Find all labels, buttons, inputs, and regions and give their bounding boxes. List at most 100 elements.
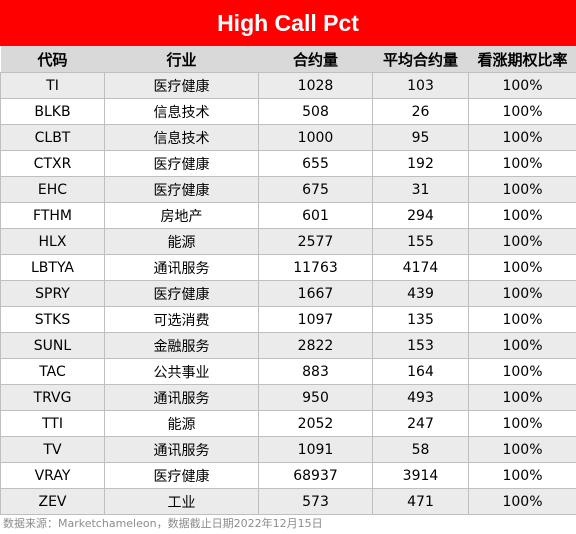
cell-call-ratio: 100% xyxy=(468,98,576,125)
cell-symbol: EHC xyxy=(0,176,105,203)
cell-call-ratio: 100% xyxy=(468,150,576,177)
cell-call-ratio: 100% xyxy=(468,462,576,489)
cell-symbol: LBTYA xyxy=(0,254,105,281)
cell-avg-volume: 164 xyxy=(372,358,469,385)
cell-volume: 2052 xyxy=(258,410,373,437)
cell-call-ratio: 100% xyxy=(468,358,576,385)
cell-volume: 2822 xyxy=(258,332,373,359)
cell-symbol: HLX xyxy=(0,228,105,255)
cell-volume: 950 xyxy=(258,384,373,411)
cell-industry: 信息技术 xyxy=(104,98,259,125)
cell-call-ratio: 100% xyxy=(468,124,576,151)
cell-industry: 房地产 xyxy=(104,202,259,229)
cell-industry: 能源 xyxy=(104,410,259,437)
cell-industry: 公共事业 xyxy=(104,358,259,385)
table-row: TTI 能源 2052 247 100% xyxy=(0,410,576,437)
cell-industry: 金融服务 xyxy=(104,332,259,359)
cell-volume: 508 xyxy=(258,98,373,125)
cell-symbol: STKS xyxy=(0,306,105,333)
cell-volume: 655 xyxy=(258,150,373,177)
cell-volume: 68937 xyxy=(258,462,373,489)
table-row: STKS 可选消费 1097 135 100% xyxy=(0,306,576,333)
table-row: HLX 能源 2577 155 100% xyxy=(0,228,576,255)
cell-avg-volume: 192 xyxy=(372,150,469,177)
table-row: EHC 医疗健康 675 31 100% xyxy=(0,176,576,203)
cell-industry: 通讯服务 xyxy=(104,436,259,463)
cell-avg-volume: 31 xyxy=(372,176,469,203)
cell-symbol: CLBT xyxy=(0,124,105,151)
cell-avg-volume: 153 xyxy=(372,332,469,359)
cell-symbol: TAC xyxy=(0,358,105,385)
cell-volume: 2577 xyxy=(258,228,373,255)
column-header-volume: 合约量 xyxy=(258,46,373,73)
options-table: 代码 行业 合约量 平均合约量 看涨期权比率 TI 医疗健康 1028 103 100%… xyxy=(0,46,576,515)
cell-avg-volume: 26 xyxy=(372,98,469,125)
cell-call-ratio: 100% xyxy=(468,72,576,99)
cell-call-ratio: 100% xyxy=(468,384,576,411)
cell-avg-volume: 103 xyxy=(372,72,469,99)
source-note: 数据来源：Marketchameleon，数据截止日期2022年12月15日 xyxy=(3,517,323,530)
table-row: TAC 公共事业 883 164 100% xyxy=(0,358,576,385)
cell-avg-volume: 247 xyxy=(372,410,469,437)
cell-symbol: ZEV xyxy=(0,488,105,515)
cell-volume: 1097 xyxy=(258,306,373,333)
cell-call-ratio: 100% xyxy=(468,306,576,333)
cell-call-ratio: 100% xyxy=(468,202,576,229)
cell-symbol: TTI xyxy=(0,410,105,437)
cell-volume: 573 xyxy=(258,488,373,515)
cell-symbol: SUNL xyxy=(0,332,105,359)
column-header-industry: 行业 xyxy=(104,46,259,73)
column-header-symbol: 代码 xyxy=(0,46,105,73)
table-row: FTHM 房地产 601 294 100% xyxy=(0,202,576,229)
page-title: High Call Pct xyxy=(0,0,576,46)
cell-volume: 1000 xyxy=(258,124,373,151)
table-row: CLBT 信息技术 1000 95 100% xyxy=(0,124,576,151)
cell-symbol: CTXR xyxy=(0,150,105,177)
cell-volume: 675 xyxy=(258,176,373,203)
cell-industry: 医疗健康 xyxy=(104,176,259,203)
cell-call-ratio: 100% xyxy=(468,176,576,203)
cell-avg-volume: 4174 xyxy=(372,254,469,281)
cell-volume: 883 xyxy=(258,358,373,385)
cell-call-ratio: 100% xyxy=(468,488,576,515)
cell-symbol: TRVG xyxy=(0,384,105,411)
cell-call-ratio: 100% xyxy=(468,228,576,255)
cell-industry: 医疗健康 xyxy=(104,72,259,99)
table-row: TRVG 通讯服务 950 493 100% xyxy=(0,384,576,411)
cell-volume: 1091 xyxy=(258,436,373,463)
cell-symbol: TI xyxy=(0,72,105,99)
cell-avg-volume: 294 xyxy=(372,202,469,229)
table-row: SUNL 金融服务 2822 153 100% xyxy=(0,332,576,359)
cell-industry: 医疗健康 xyxy=(104,150,259,177)
table-header-row: 代码 行业 合约量 平均合约量 看涨期权比率 xyxy=(0,46,576,73)
cell-industry: 医疗健康 xyxy=(104,280,259,307)
cell-volume: 601 xyxy=(258,202,373,229)
cell-symbol: FTHM xyxy=(0,202,105,229)
cell-industry: 信息技术 xyxy=(104,124,259,151)
table-row: TV 通讯服务 1091 58 100% xyxy=(0,436,576,463)
table-row: CTXR 医疗健康 655 192 100% xyxy=(0,150,576,177)
cell-avg-volume: 155 xyxy=(372,228,469,255)
cell-avg-volume: 493 xyxy=(372,384,469,411)
table-row: BLKB 信息技术 508 26 100% xyxy=(0,98,576,125)
cell-call-ratio: 100% xyxy=(468,410,576,437)
cell-avg-volume: 439 xyxy=(372,280,469,307)
column-header-call-ratio: 看涨期权比率 xyxy=(468,46,576,73)
cell-industry: 通讯服务 xyxy=(104,254,259,281)
cell-volume: 1028 xyxy=(258,72,373,99)
table-row: VRAY 医疗健康 68937 3914 100% xyxy=(0,462,576,489)
cell-industry: 医疗健康 xyxy=(104,462,259,489)
table-row: LBTYA 通讯服务 11763 4174 100% xyxy=(0,254,576,281)
cell-call-ratio: 100% xyxy=(468,436,576,463)
cell-industry: 能源 xyxy=(104,228,259,255)
table-row: SPRY 医疗健康 1667 439 100% xyxy=(0,280,576,307)
cell-avg-volume: 95 xyxy=(372,124,469,151)
table-row: TI 医疗健康 1028 103 100% xyxy=(0,72,576,99)
cell-symbol: TV xyxy=(0,436,105,463)
cell-volume: 1667 xyxy=(258,280,373,307)
cell-call-ratio: 100% xyxy=(468,280,576,307)
column-header-avg-volume: 平均合约量 xyxy=(372,46,469,73)
cell-avg-volume: 3914 xyxy=(372,462,469,489)
cell-call-ratio: 100% xyxy=(468,254,576,281)
cell-industry: 可选消费 xyxy=(104,306,259,333)
